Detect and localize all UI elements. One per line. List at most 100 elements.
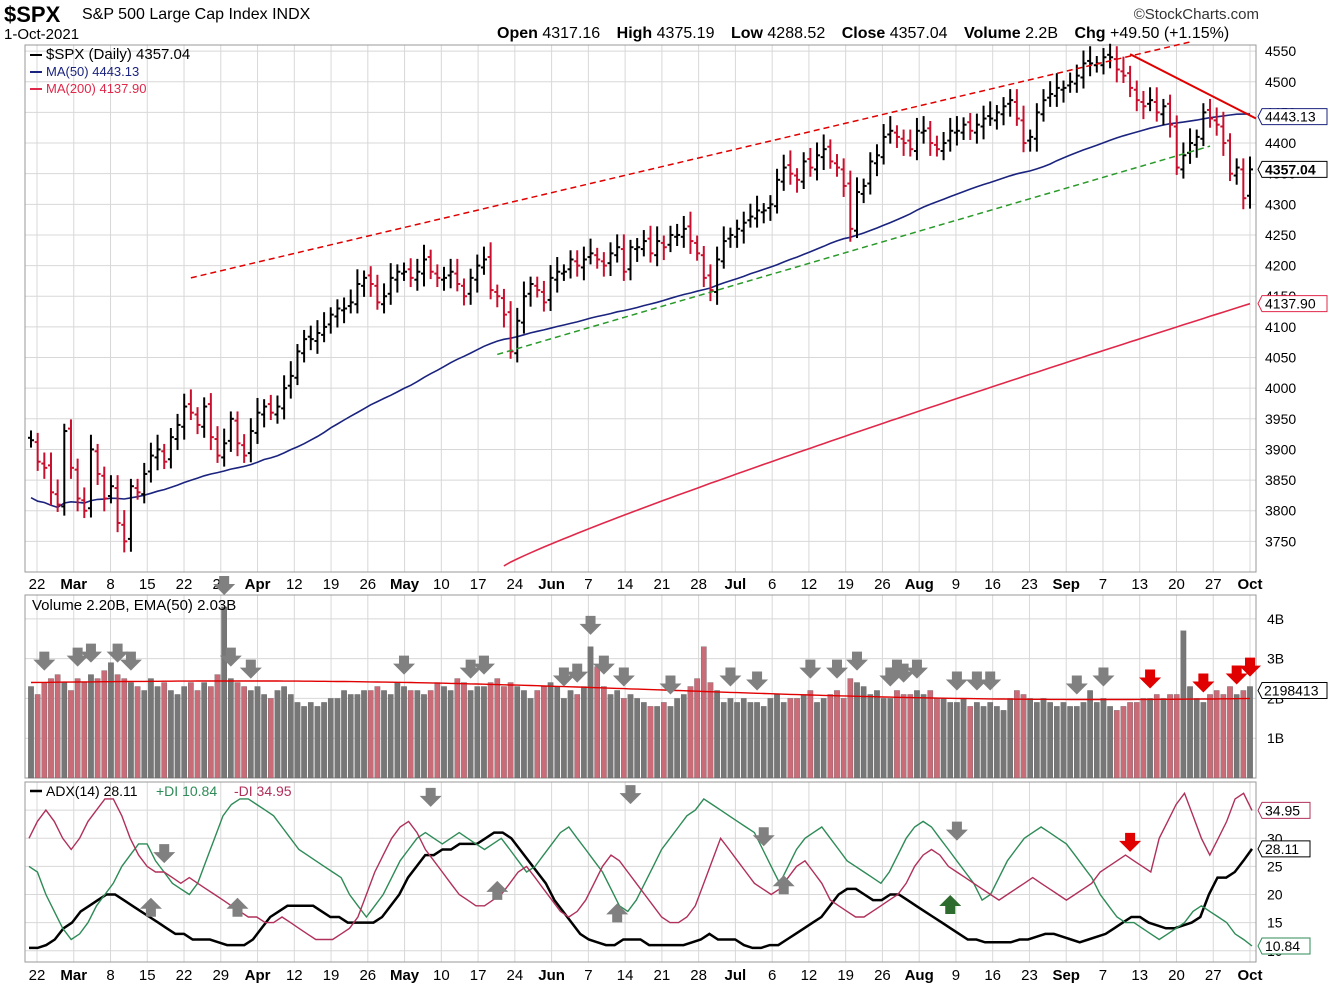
price-badge-box bbox=[1257, 108, 1328, 126]
volume-bar bbox=[1020, 694, 1027, 779]
volume-bar bbox=[208, 686, 214, 779]
volume-bar bbox=[367, 690, 374, 779]
ohlc-bar bbox=[394, 264, 401, 293]
adx-arrow-up-icon bbox=[226, 897, 249, 917]
ohlc-bar bbox=[67, 419, 74, 479]
volume-arrow-down-icon bbox=[905, 659, 928, 679]
ohlc-bar bbox=[607, 242, 614, 277]
volume-bar bbox=[1180, 630, 1187, 779]
x-axis-label: 8 bbox=[106, 576, 114, 593]
volume-bar bbox=[720, 702, 727, 779]
ohlc-bar bbox=[1247, 156, 1253, 209]
x-axis-label: Mar bbox=[60, 967, 87, 984]
ohlc-bar bbox=[700, 245, 707, 288]
ohlc-bar bbox=[467, 268, 474, 305]
volume-bar bbox=[847, 678, 854, 779]
ohlc-bar bbox=[780, 154, 787, 191]
close-value: 4357.04 bbox=[889, 25, 948, 42]
upper-channel-line bbox=[190, 41, 1191, 279]
volume-bar bbox=[1147, 698, 1153, 779]
volume-arrow-down-icon bbox=[1065, 675, 1088, 695]
volume-bar bbox=[1200, 702, 1207, 779]
volume-bar bbox=[168, 690, 174, 779]
volume-bar bbox=[734, 702, 740, 779]
brand-label: ©StockCharts.com bbox=[1133, 6, 1259, 23]
volume-bar bbox=[248, 690, 254, 779]
volume-arrow-down-icon bbox=[659, 675, 682, 695]
volume-arrow-down-icon bbox=[845, 651, 868, 671]
volume-bar bbox=[481, 686, 487, 779]
volume-bar bbox=[547, 682, 554, 779]
ohlc-bar bbox=[447, 258, 454, 289]
x-axis-label: Sep bbox=[1052, 576, 1080, 593]
volume-bar bbox=[980, 706, 987, 779]
volume-bar bbox=[1167, 694, 1173, 779]
volume-bar bbox=[667, 706, 674, 779]
volume-bar bbox=[114, 674, 121, 779]
volume-bar bbox=[1087, 690, 1093, 779]
volume-bar bbox=[714, 690, 720, 779]
ohlc-bar bbox=[827, 139, 834, 169]
x-axis-label: 9 bbox=[952, 576, 960, 593]
ohlc-bar bbox=[694, 235, 701, 261]
ohlc-bar bbox=[47, 452, 54, 506]
x-axis-label: 26 bbox=[359, 576, 376, 593]
ohlc-bar bbox=[1000, 97, 1007, 126]
ohlc-bar bbox=[274, 395, 281, 424]
ohlc-bar bbox=[227, 411, 234, 452]
ohlc-bar bbox=[774, 168, 781, 214]
volume-bar bbox=[840, 698, 847, 779]
volume-bar bbox=[854, 682, 860, 779]
x-axis-label: 27 bbox=[1205, 967, 1222, 984]
ohlc-bar bbox=[953, 116, 960, 146]
x-axis-label: May bbox=[390, 967, 420, 984]
volume-arrow-down-icon bbox=[612, 667, 635, 687]
ohlc-bar bbox=[840, 158, 847, 197]
x-axis-label: 7 bbox=[584, 576, 592, 593]
ohlc-bar bbox=[1120, 56, 1127, 83]
ohlc-bar bbox=[61, 423, 68, 516]
volume-bar bbox=[341, 690, 347, 779]
volume-tick-label: 1B bbox=[1267, 730, 1284, 746]
volume-bar bbox=[527, 698, 534, 779]
volume-bar bbox=[1047, 702, 1053, 779]
ohlc-bar bbox=[740, 211, 747, 244]
ohlc-bar bbox=[334, 299, 341, 328]
volume-bar bbox=[567, 690, 574, 779]
ohlc-bar bbox=[1047, 81, 1054, 107]
volume-value: 2.2B bbox=[1025, 25, 1058, 42]
volume-bar bbox=[261, 694, 267, 779]
ohlc-bar bbox=[28, 430, 34, 448]
adx-tick-label: 25 bbox=[1267, 858, 1283, 874]
volume-panel: 1B2B3B4BVolume 2.20B, EMA(50) 2.03B21984… bbox=[24, 576, 1328, 779]
low-label: Low bbox=[730, 25, 763, 42]
x-axis-label: 26 bbox=[359, 967, 376, 984]
volume-bar bbox=[1054, 706, 1060, 779]
adx-badge: 28.11 bbox=[1257, 840, 1311, 858]
x-axis-label: 22 bbox=[29, 967, 46, 984]
ohlc-bar bbox=[154, 434, 161, 471]
volume-bar bbox=[541, 686, 547, 779]
price-tick-label: 4400 bbox=[1265, 135, 1296, 151]
ohlc-bar bbox=[860, 178, 867, 204]
x-axis-label: Apr bbox=[245, 576, 271, 593]
adx-tick-label: 15 bbox=[1267, 915, 1283, 931]
ohlc-bar bbox=[980, 105, 987, 140]
volume-bar bbox=[1007, 698, 1014, 779]
volume-bar bbox=[794, 698, 800, 779]
x-axis-label: 10 bbox=[433, 967, 450, 984]
ohlc-bar bbox=[460, 278, 467, 306]
adx-panel: 101520253035ADX(14) 28.11+DI 10.84-DI 34… bbox=[24, 781, 1311, 984]
ohlc-bar bbox=[680, 215, 687, 248]
ohlc-bar bbox=[141, 462, 148, 504]
ohlc-bar bbox=[1013, 89, 1020, 126]
ohlc-bar bbox=[374, 274, 381, 310]
volume-bar bbox=[707, 682, 714, 779]
volume-bar bbox=[654, 706, 660, 779]
symbol-title: $SPX bbox=[4, 2, 61, 27]
x-axis-label: 19 bbox=[323, 967, 340, 984]
volume-bar bbox=[181, 686, 188, 779]
volume-bar bbox=[927, 690, 934, 779]
volume-bar bbox=[914, 690, 920, 779]
ohlc-bar bbox=[967, 113, 974, 140]
